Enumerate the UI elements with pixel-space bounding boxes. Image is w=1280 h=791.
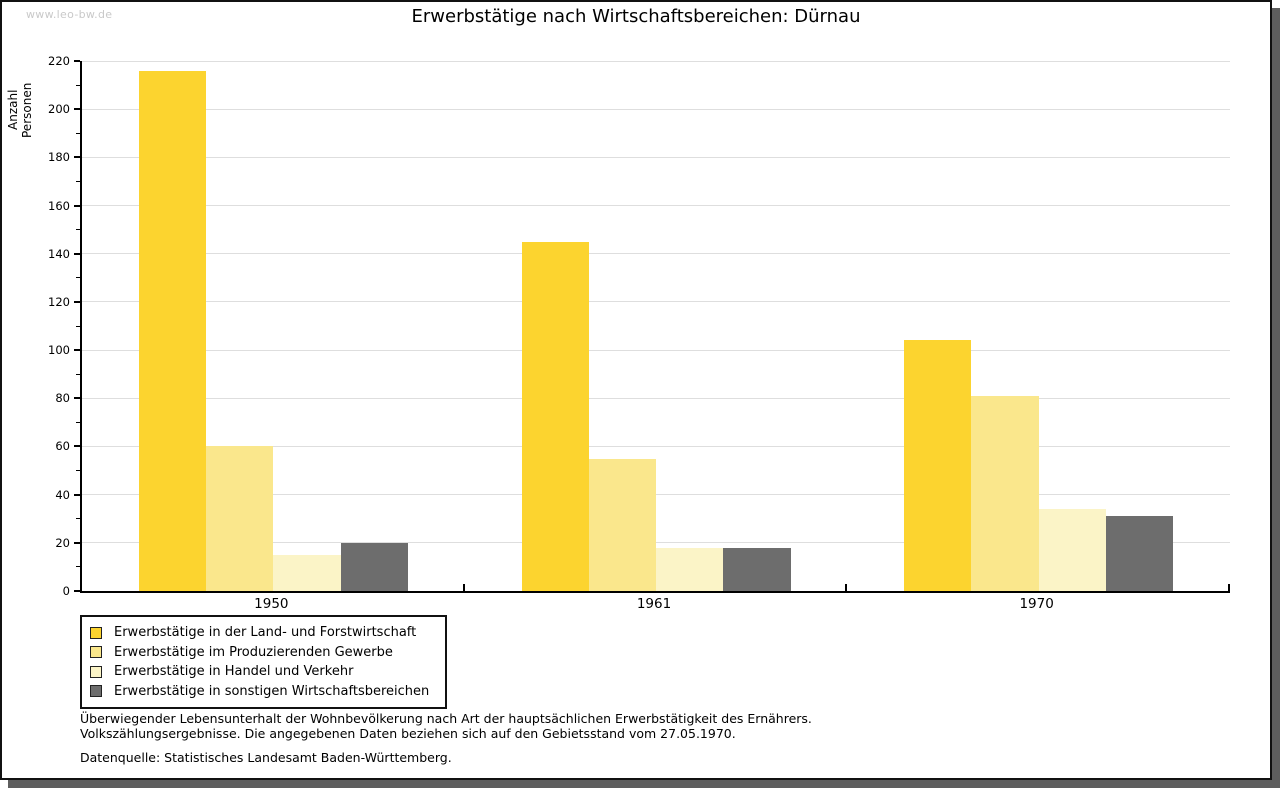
legend-row: Erwerbstätige in Handel und Verkehr — [90, 662, 435, 682]
x-axis-tick — [462, 584, 465, 591]
bar — [273, 554, 341, 591]
y-axis-minor-tick — [76, 518, 80, 520]
y-axis-tick — [74, 252, 80, 255]
gridline — [82, 301, 1230, 303]
data-source: Datenquelle: Statistisches Landesamt Bad… — [80, 750, 452, 765]
legend-swatch — [90, 665, 102, 678]
y-tick-label: 160 — [48, 198, 70, 213]
y-axis-tick — [74, 204, 80, 207]
y-axis-tick — [74, 590, 80, 592]
bar — [521, 241, 589, 591]
y-axis: 0 20 40 60 80 100 120 140 160 180 200 220 — [2, 54, 80, 598]
y-axis-minor-tick — [76, 180, 80, 182]
x-category-label: 1970 — [1019, 596, 1054, 612]
footnote-line: Volkszählungsergebnisse. Die angegebenen… — [80, 726, 736, 741]
gridline — [82, 108, 1230, 110]
y-axis-tick — [74, 541, 80, 544]
bar — [340, 542, 408, 591]
gridline — [82, 445, 1230, 447]
y-tick-label: 60 — [55, 439, 70, 454]
gridline — [82, 542, 1230, 544]
x-axis-tick — [845, 584, 848, 591]
chart-page: www.leo-bw.de Erwerbstätige nach Wirtsch… — [0, 0, 1272, 780]
y-tick-label: 200 — [48, 102, 70, 117]
y-axis-minor-tick — [76, 277, 80, 279]
bar — [904, 340, 972, 591]
chart-title: Erwerbstätige nach Wirtschaftsbereichen:… — [411, 6, 861, 27]
footnote: Überwiegender Lebensunterhalt der Wohnbe… — [80, 711, 812, 741]
legend-label: Erwerbstätige in Handel und Verkehr — [114, 664, 354, 680]
legend-swatch — [90, 685, 102, 698]
y-axis-minor-tick — [76, 229, 80, 231]
y-tick-label: 120 — [48, 294, 70, 309]
legend-label: Erwerbstätige in sonstigen Wirtschaftsbe… — [114, 683, 430, 699]
y-axis-minor-tick — [76, 373, 80, 375]
bar — [588, 458, 656, 591]
y-axis-tick — [74, 60, 80, 62]
y-axis-tick — [74, 300, 80, 303]
y-axis-tick — [74, 493, 80, 496]
y-tick-label: 220 — [48, 54, 70, 68]
y-axis-minor-tick — [76, 566, 80, 568]
gridline — [82, 253, 1230, 255]
gridline — [82, 205, 1230, 207]
bar — [206, 446, 274, 591]
y-axis-tick — [74, 397, 80, 400]
bar — [656, 547, 724, 591]
bar — [971, 395, 1039, 591]
bar — [723, 547, 791, 591]
legend-row: Erwerbstätige in sonstigen Wirtschaftsbe… — [90, 682, 435, 702]
y-axis-minor-tick — [76, 132, 80, 134]
gridline — [82, 397, 1230, 399]
legend-row: Erwerbstätige im Produzierenden Gewerbe — [90, 643, 435, 663]
y-axis-minor-tick — [76, 470, 80, 472]
bar — [138, 70, 207, 591]
y-tick-label: 20 — [55, 535, 70, 550]
y-tick-label: 180 — [48, 150, 70, 165]
y-axis-tick — [74, 108, 80, 111]
y-axis-tick — [74, 445, 80, 448]
x-category-label: 1950 — [254, 596, 289, 612]
bar — [1038, 509, 1106, 591]
legend-row: Erwerbstätige in der Land- und Forstwirt… — [90, 623, 435, 643]
y-axis-minor-tick — [76, 325, 80, 327]
y-tick-label: 0 — [62, 584, 70, 598]
footnote-line: Überwiegender Lebensunterhalt der Wohnbe… — [80, 711, 812, 726]
y-axis-minor-tick — [76, 84, 80, 86]
legend-swatch — [90, 626, 102, 639]
watermark: www.leo-bw.de — [26, 8, 113, 21]
gridline — [82, 349, 1230, 351]
x-axis-tick — [1228, 584, 1230, 591]
legend-label: Erwerbstätige im Produzierenden Gewerbe — [114, 644, 393, 660]
bar — [1105, 516, 1174, 591]
plot-area — [80, 60, 1230, 593]
y-tick-label: 140 — [48, 246, 70, 261]
gridline — [82, 156, 1230, 158]
legend: Erwerbstätige in der Land- und Forstwirt… — [80, 615, 447, 709]
y-tick-label: 40 — [55, 487, 70, 502]
y-tick-label: 100 — [48, 343, 70, 358]
y-axis-minor-tick — [76, 421, 80, 423]
legend-swatch — [90, 646, 102, 659]
y-axis-tick — [74, 156, 80, 159]
gridline — [82, 60, 1230, 62]
legend-label: Erwerbstätige in der Land- und Forstwirt… — [114, 625, 417, 641]
y-tick-label: 80 — [55, 391, 70, 406]
y-axis-tick — [74, 349, 80, 352]
x-category-label: 1961 — [636, 596, 672, 612]
gridline — [82, 494, 1230, 496]
